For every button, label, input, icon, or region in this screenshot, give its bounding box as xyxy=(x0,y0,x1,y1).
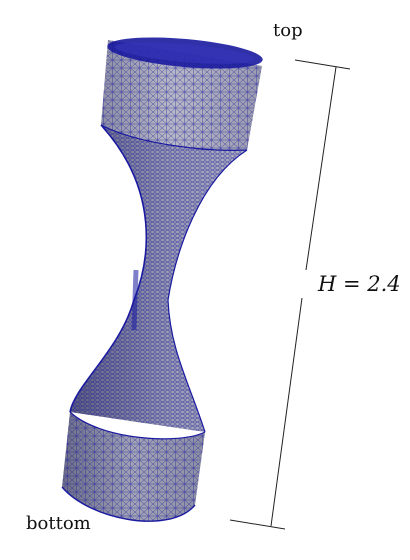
height-tick-top xyxy=(294,59,351,70)
top-label: top xyxy=(273,20,303,41)
bottom-label: bottom xyxy=(26,513,91,534)
mesh-top-cylinder xyxy=(100,37,263,151)
height-dimension xyxy=(229,59,351,530)
mesh-neck xyxy=(69,124,248,433)
height-tick-bottom xyxy=(229,519,286,530)
mesh-bottom-cylinder xyxy=(61,411,206,522)
height-line-upper xyxy=(305,66,337,271)
height-label: H = 2.4 xyxy=(318,272,401,296)
height-line-lower xyxy=(270,297,303,527)
